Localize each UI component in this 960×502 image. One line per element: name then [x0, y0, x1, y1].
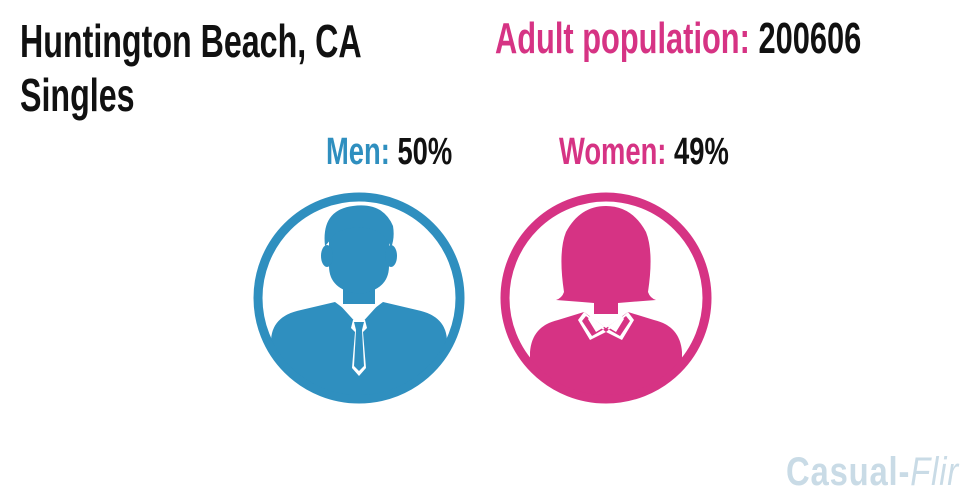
watermark-dash: - — [898, 450, 911, 494]
population-value: 200606 — [758, 14, 862, 63]
women-value: 49% — [674, 131, 729, 173]
man-avatar-icon — [253, 192, 465, 404]
men-stat: Men: 50% — [326, 130, 452, 174]
page-title: Huntington Beach, CA Singles — [20, 14, 362, 122]
women-label: Women: — [559, 131, 667, 173]
population-label: Adult population: — [495, 14, 750, 63]
woman-avatar-icon — [500, 192, 712, 404]
man-figure — [271, 205, 447, 395]
brand-watermark: Casual-Flirt — [786, 448, 960, 496]
watermark-casual: Casual — [786, 450, 899, 494]
title-city: Huntington Beach, CA — [20, 15, 362, 67]
watermark-flirt: Flirt — [910, 450, 960, 494]
men-value: 50% — [397, 131, 453, 173]
women-stat: Women: 49% — [559, 130, 729, 174]
woman-figure — [530, 206, 682, 395]
adult-population: Adult population: 200606 — [495, 14, 861, 64]
men-label: Men: — [326, 131, 390, 173]
title-subtitle: Singles — [20, 69, 135, 121]
